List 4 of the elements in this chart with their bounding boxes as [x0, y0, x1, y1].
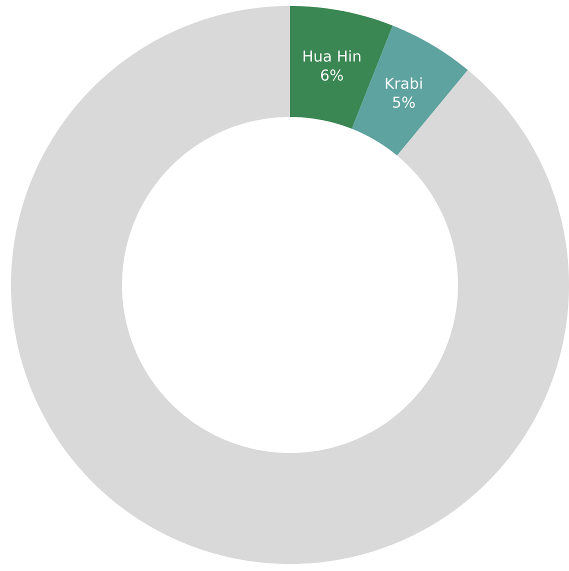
- slice-label: Hua Hin: [304, 50, 360, 62]
- data-label: 5%: [393, 96, 415, 108]
- slice-label: Krabi: [386, 77, 422, 89]
- data-label: 6%: [321, 69, 343, 81]
